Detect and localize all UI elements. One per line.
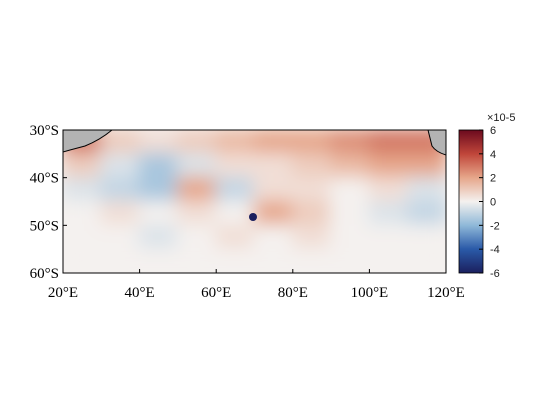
- y-tick-label: 50°S: [30, 218, 59, 234]
- field-cell: [368, 200, 409, 227]
- field-cell: [215, 200, 256, 227]
- field-cell: [330, 224, 371, 251]
- field-cell: [63, 152, 103, 179]
- y-tick-label: 40°S: [30, 171, 59, 187]
- field-cell: [330, 176, 371, 203]
- field-cell: [368, 176, 409, 203]
- field-cell: [176, 248, 218, 273]
- colorbar-tick-label: -4: [490, 244, 500, 256]
- field-cell: [176, 224, 218, 251]
- field-cell: [253, 176, 294, 203]
- island: [249, 213, 257, 221]
- field-cell: [215, 224, 256, 251]
- field-cell: [176, 200, 218, 227]
- field-cell: [368, 248, 409, 273]
- field-cell: [100, 224, 141, 251]
- field-cell: [291, 176, 333, 203]
- field-cell: [138, 224, 179, 251]
- field-cell: [138, 248, 179, 273]
- field-cell: [406, 224, 446, 251]
- field-cell: [406, 176, 446, 203]
- field-cell: [253, 200, 294, 227]
- field-cell: [291, 130, 333, 155]
- colorbar-exponent: ×10-5: [487, 112, 515, 124]
- field-cell: [176, 176, 218, 203]
- field-cell: [330, 130, 371, 155]
- field-cell: [406, 152, 446, 179]
- field-cell: [215, 130, 256, 155]
- field-cell: [253, 130, 294, 155]
- field-cell: [215, 176, 256, 203]
- field-cell: [138, 130, 179, 155]
- field-cell: [100, 200, 141, 227]
- field-cell: [291, 224, 333, 251]
- field-cell: [291, 248, 333, 273]
- colorbar-tick-label: 6: [490, 125, 496, 137]
- field-cell: [100, 176, 141, 203]
- field-cell: [63, 224, 103, 251]
- colorbar-tick-label: -6: [490, 268, 500, 280]
- field-cells: [63, 130, 446, 273]
- y-tick-label: 60°S: [30, 266, 59, 282]
- field-cell: [368, 130, 409, 155]
- field-cell: [291, 152, 333, 179]
- field-cell: [215, 152, 256, 179]
- x-tick-label: 20°E: [48, 285, 78, 301]
- colorbar-tick-label: 4: [490, 149, 496, 161]
- field: [63, 130, 446, 273]
- field-cell: [406, 200, 446, 227]
- field-cell: [176, 130, 218, 155]
- field-cell: [138, 176, 179, 203]
- field-cell: [100, 248, 141, 273]
- field-cell: [176, 152, 218, 179]
- field-cell: [138, 200, 179, 227]
- colorbar-tick-label: 2: [490, 173, 496, 185]
- field-cell: [63, 176, 103, 203]
- x-tick-label: 120°E: [427, 285, 465, 301]
- field-cell: [63, 200, 103, 227]
- y-tick-label: 30°S: [30, 123, 59, 139]
- x-tick-label: 80°E: [278, 285, 308, 301]
- land-africa: [63, 130, 113, 153]
- field-cell: [100, 152, 141, 179]
- field-cell: [368, 224, 409, 251]
- field-cell: [330, 152, 371, 179]
- field-cell: [253, 152, 294, 179]
- field-cell: [330, 200, 371, 227]
- field-cell: [291, 200, 333, 227]
- field-cell: [215, 248, 256, 273]
- field-cell: [368, 152, 409, 179]
- field-cell: [253, 248, 294, 273]
- x-tick-label: 40°E: [125, 285, 155, 301]
- colorbar-tick-label: -2: [490, 220, 500, 232]
- field-cell: [63, 248, 103, 273]
- plot-frame: [62, 129, 447, 274]
- x-tick-label: 100°E: [351, 285, 389, 301]
- x-tick-label: 60°E: [201, 285, 231, 301]
- field-cell: [406, 248, 446, 273]
- field-cell: [330, 248, 371, 273]
- colorbar-tick-label: 0: [490, 197, 496, 209]
- field-cell: [138, 152, 179, 179]
- field-cell: [253, 224, 294, 251]
